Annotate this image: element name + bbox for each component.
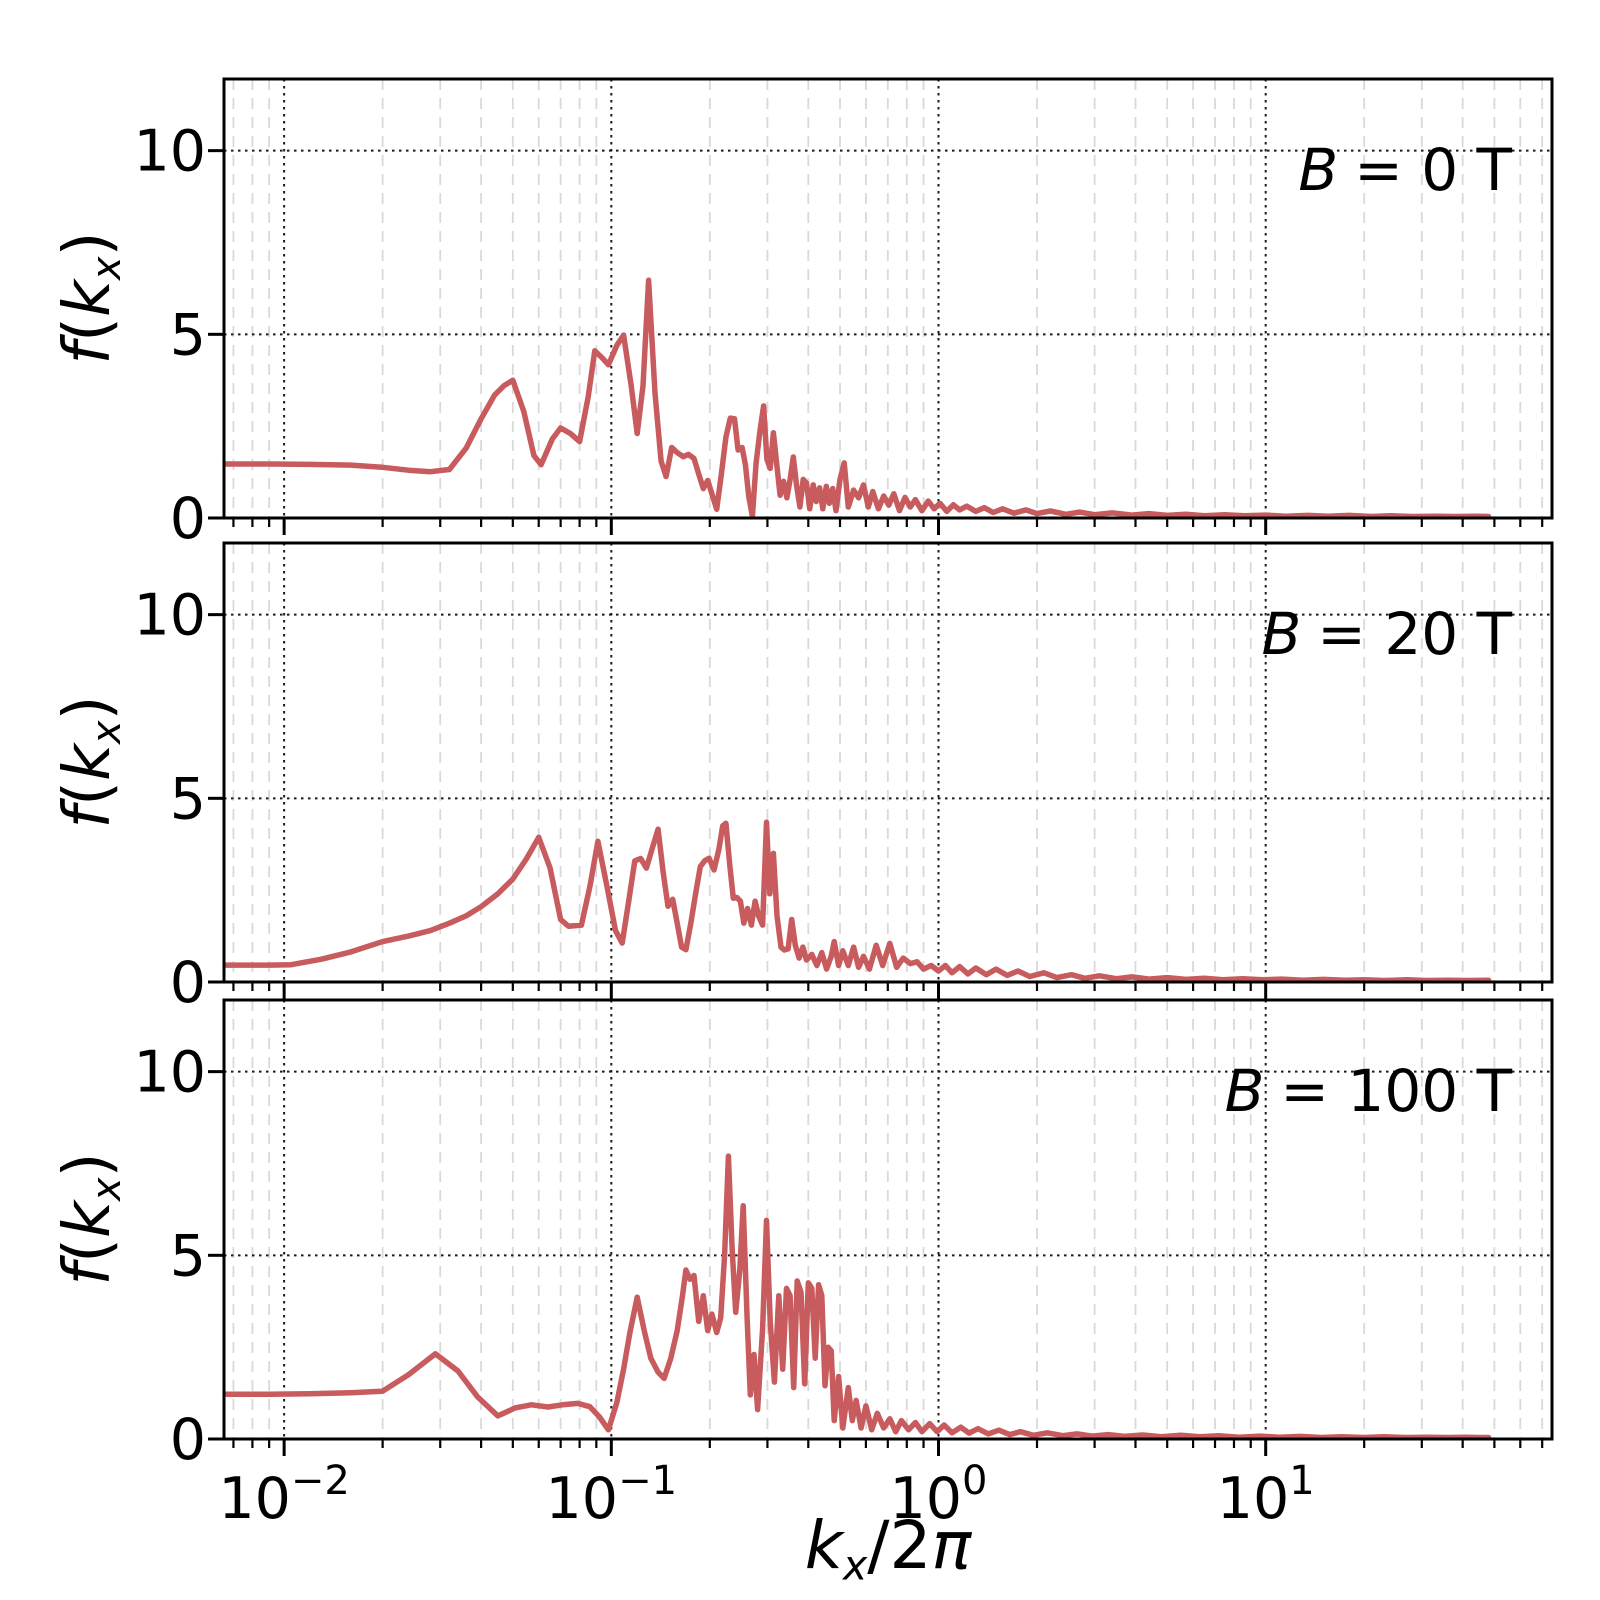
panel-1: 0 5 10 [133, 541, 1554, 1016]
x-tick-label: 100 [890, 1458, 988, 1532]
y-tick-label: 5 [170, 1223, 206, 1289]
series-line [222, 819, 1492, 984]
y-tick-label: 5 [170, 766, 206, 832]
series-line [222, 1153, 1492, 1441]
annotation-b0: B = 0 T [1298, 136, 1512, 204]
y-axis-label: f(kx) [51, 695, 131, 829]
y-tick-label: 0 [170, 1407, 206, 1473]
y-tick-label: 5 [170, 302, 206, 368]
panel-0: 0 5 10 [133, 77, 1554, 552]
y-axis-label: f(kx) [51, 1152, 131, 1286]
y-tick-label: 10 [133, 1040, 206, 1106]
annotation-b20: B = 20 T [1261, 600, 1513, 668]
panel-2: 0 5 10 10−2 10−1 100 101 [133, 998, 1554, 1532]
x-tick-label: 10−1 [546, 1458, 678, 1532]
y-tick-label: 10 [133, 119, 206, 185]
annotation-b100: B = 100 T [1224, 1057, 1512, 1125]
x-tick-label: 10−2 [218, 1458, 350, 1532]
x-axis-label: kx/2π [804, 1507, 972, 1590]
y-tick-label: 10 [133, 583, 206, 649]
y-tick-label: 0 [170, 950, 206, 1016]
x-tick-label: 101 [1217, 1458, 1315, 1532]
series-line [222, 277, 1492, 520]
y-tick-label: 0 [170, 486, 206, 552]
y-axis-label: f(kx) [51, 231, 131, 365]
